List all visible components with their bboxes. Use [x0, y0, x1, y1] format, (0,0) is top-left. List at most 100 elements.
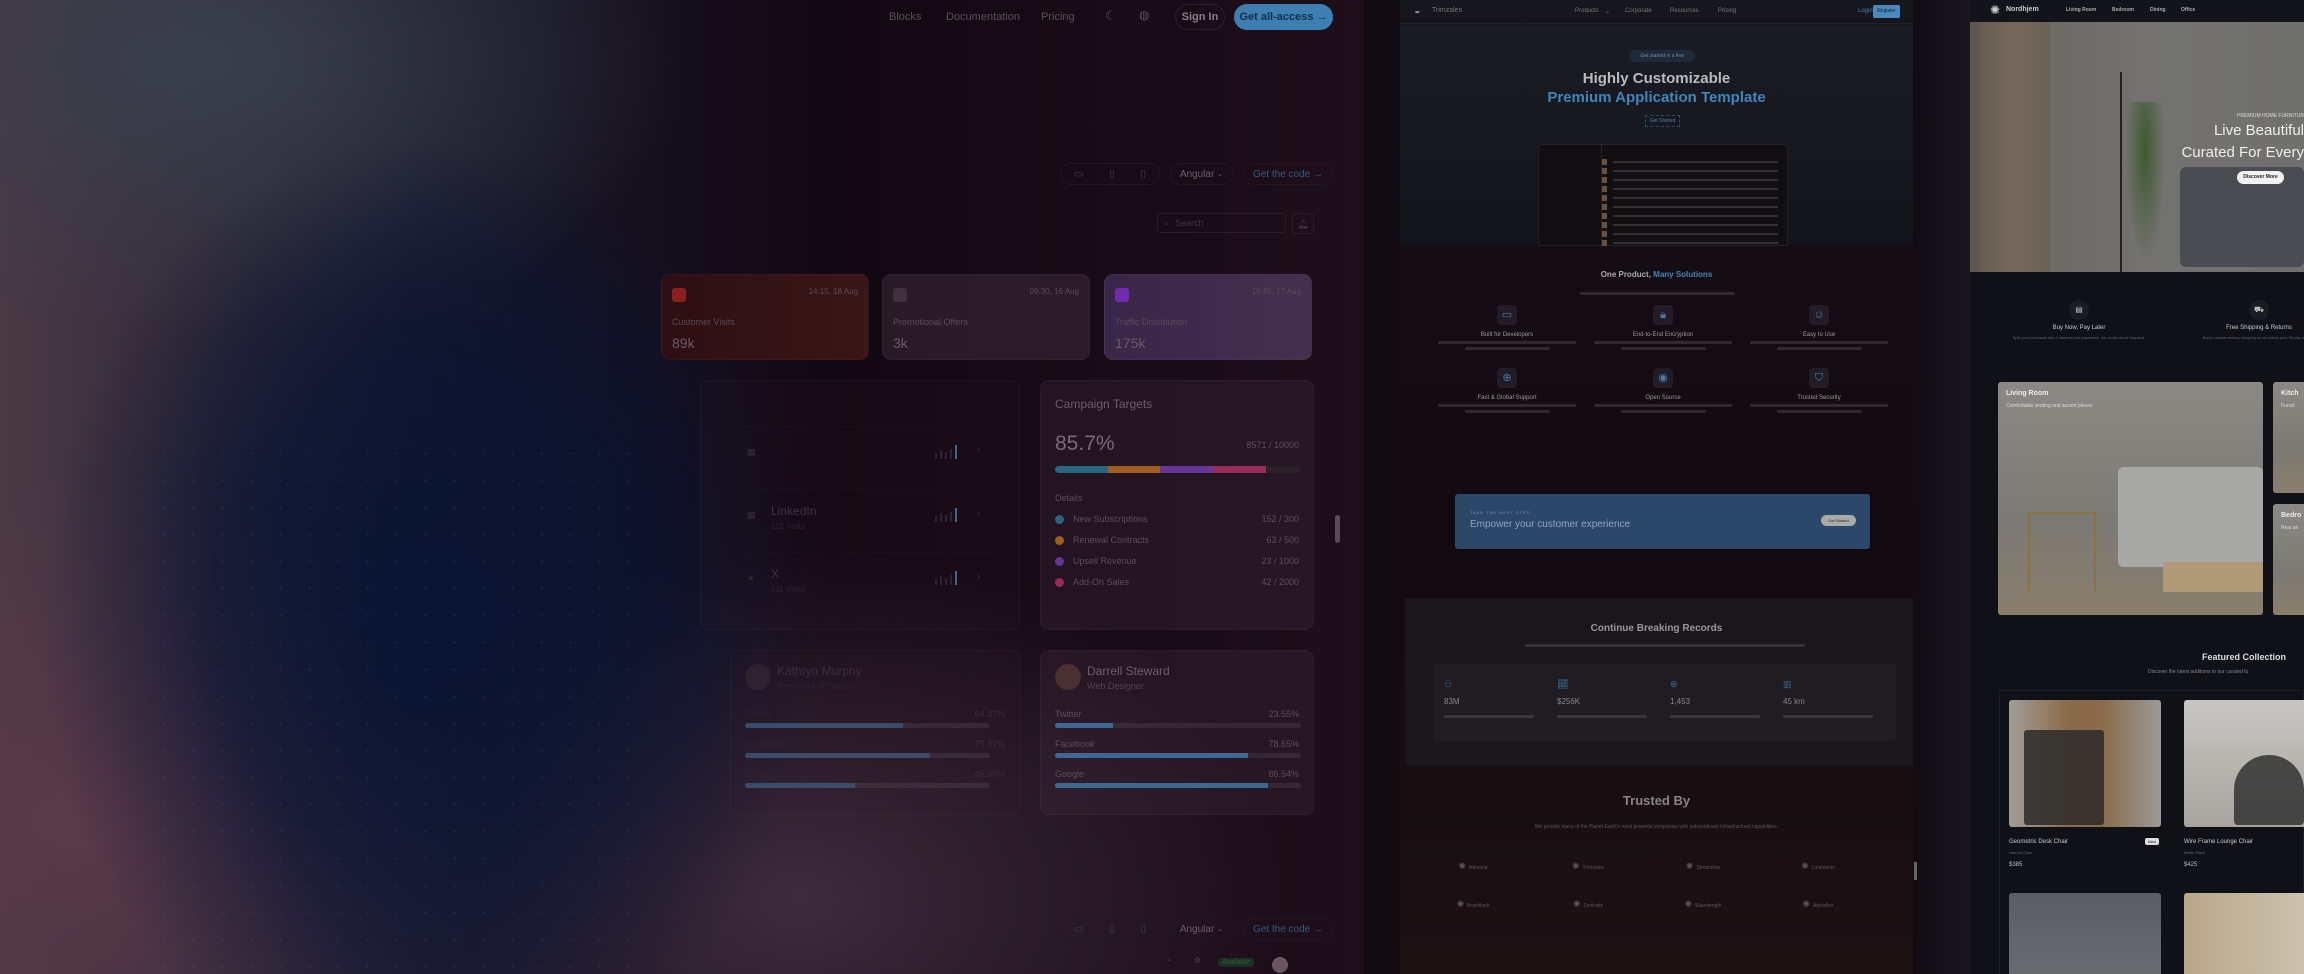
feature-title: End-to-End Encryption — [1632, 332, 1694, 338]
product-name[interactable]: Geometric Desk Chair — [2009, 839, 2069, 845]
discover-more-button[interactable]: Discover More — [2237, 171, 2284, 184]
hero-title-accent: Premium Application Template — [1547, 89, 1766, 106]
record-desc — [1783, 715, 1873, 718]
records-grid: ⚇ 83M 📈︎ $256K ⊕ 1,453 ▥ 45 km — [1433, 664, 1896, 741]
chevron-right-icon[interactable]: › — [977, 445, 981, 456]
category-card[interactable]: Kitch Functi — [2273, 382, 2304, 493]
notifications-button[interactable]: 🔔︎ — [1292, 213, 1314, 234]
channel-row[interactable]: ✕ X 511 Visits › — [741, 552, 996, 608]
screenshot-thumb — [1601, 213, 1607, 219]
chart-icon: 📈︎ — [1557, 679, 1569, 689]
mobile-icon[interactable]: ▯ — [1140, 923, 1147, 935]
framework-dropdown[interactable]: Angular ⌄ — [1170, 918, 1233, 940]
sparkline — [935, 571, 965, 585]
scrollbar-thumb[interactable] — [1914, 862, 1917, 880]
desktop-icon[interactable]: ▭ — [1073, 923, 1084, 935]
screenshot-thumb — [1601, 240, 1607, 246]
top-nav: ✺ Nordhjem Living Room Bedroom Dining Office — [1970, 0, 2304, 22]
channel-row[interactable]: ▦ LinkedIn 112 Visits › — [741, 489, 996, 545]
partner-logo: ✺ Zentratis — [1548, 899, 1628, 910]
stat-card[interactable]: 16:45, 17 Aug Traffic Distribution 175k — [1104, 274, 1312, 360]
product-image[interactable] — [2184, 700, 2304, 827]
nav-link[interactable]: Bedroom — [2112, 7, 2134, 13]
nav-link[interactable]: Dining — [2150, 7, 2166, 13]
avatar[interactable] — [1272, 957, 1288, 973]
screenshot-row — [1613, 179, 1778, 181]
legend-dot — [1055, 515, 1064, 524]
moon-icon[interactable]: ☾ — [1105, 8, 1117, 23]
login-link[interactable]: Login — [1858, 8, 1873, 14]
screenshot-thumb — [1601, 168, 1607, 174]
scrollbar-thumb[interactable] — [1335, 515, 1340, 543]
product-name[interactable]: Wire Frame Lounge Chair — [2184, 839, 2254, 845]
cta-button[interactable]: Get Started — [1821, 515, 1856, 526]
nav-link[interactable]: Corporate — [1625, 8, 1652, 14]
get-the-code-button[interactable]: Get the code → — [1243, 918, 1333, 940]
metric-label: Twitter — [1055, 709, 1082, 719]
stat-card[interactable]: 09:30, 16 Aug Promotional Offers 3k — [882, 274, 1090, 360]
metric-value: 86.54% — [1268, 769, 1299, 779]
feature-item: 🔒︎ End-to-End Encryption — [1588, 305, 1738, 353]
chevron-right-icon[interactable]: › — [977, 571, 981, 582]
product-image[interactable] — [2009, 700, 2161, 827]
nav-link[interactable]: Office — [2181, 7, 2196, 13]
sparkline-bar — [955, 508, 957, 522]
register-button[interactable]: Register — [1873, 5, 1900, 18]
chevron-right-icon[interactable]: › — [977, 508, 981, 519]
announcement-badge[interactable]: Get started in a few — [1629, 50, 1695, 62]
nav-link-blocks[interactable]: Blocks — [889, 11, 922, 23]
sign-in-button[interactable]: Sign In — [1175, 4, 1225, 30]
cta-eyebrow: TAKE THE NEXT STEP — [1470, 510, 1531, 515]
stat-value: 3k — [893, 335, 908, 351]
chevron-down-icon: ⌄ — [1217, 926, 1224, 933]
metric-progress-bar — [1055, 723, 1301, 728]
screenshot-thumb — [1601, 186, 1607, 192]
dashboard-preview-panel: Blocks Documentation Pricing ☾ ◍ Sign In Get a… — [661, 4, 1333, 973]
hero-line-2: Curated For Every — [2181, 144, 2304, 161]
stat-value: 89k — [672, 335, 695, 351]
nav-link[interactable]: Pricing — [1718, 8, 1737, 14]
status-badge: Available — [1218, 958, 1255, 967]
nav-link[interactable]: Living Room — [2066, 7, 2097, 13]
channel-icon: ▦ — [747, 510, 756, 520]
tablet-icon[interactable]: ▯ — [1109, 923, 1115, 935]
product-image[interactable] — [2009, 893, 2161, 974]
logo-mark-icon: ✺ — [1458, 861, 1466, 871]
channel-row[interactable]: ▦ › — [741, 426, 996, 482]
nav-link[interactable]: Products — [1575, 8, 1599, 14]
cta-title: Empower your customer experience — [1470, 519, 1631, 530]
desktop-icon[interactable]: ▭ — [1073, 168, 1084, 180]
nav-link-documentation[interactable]: Documentation — [946, 11, 1020, 23]
category-card[interactable]: Bedro Rest an — [2273, 504, 2304, 615]
sparkline-bar — [945, 515, 947, 522]
metric-progress-fill — [745, 753, 930, 758]
search-icon: ⌕ — [1164, 217, 1170, 228]
lock-icon: 🔒︎ — [1653, 305, 1673, 325]
get-the-code-button[interactable]: Get the code → — [1243, 163, 1333, 185]
stat-time: 16:45, 17 Aug — [1251, 287, 1301, 296]
legend-value: 23 / 1000 — [1261, 556, 1299, 566]
screenshot-thumb — [1601, 195, 1607, 201]
stat-card[interactable]: 14:15, 18 Aug Customer Visits 89k — [661, 274, 869, 360]
get-all-access-button[interactable]: Get all-access → — [1234, 4, 1333, 30]
bell-icon[interactable]: ◔ — [1166, 956, 1171, 965]
nav-link[interactable]: Resources — [1670, 8, 1699, 14]
category-card[interactable]: Living Room Comfortable seating and accen… — [1998, 382, 2263, 615]
tablet-icon[interactable]: ▯ — [1109, 168, 1115, 180]
palette-icon[interactable]: ◍ — [1139, 8, 1150, 22]
product-image[interactable] — [2184, 893, 2304, 974]
metric-progress-bar — [745, 723, 990, 728]
nav-link-pricing[interactable]: Pricing — [1041, 11, 1075, 23]
feature-title: Easy to Use — [1802, 332, 1836, 338]
channel-icon: ▦ — [747, 447, 756, 457]
mobile-icon[interactable]: ▯ — [1140, 168, 1147, 180]
framework-dropdown[interactable]: Angular ⌄ — [1170, 163, 1233, 185]
person-role: President of Sales — [777, 681, 851, 691]
search-input[interactable]: ⌕ Search — [1157, 213, 1286, 233]
legend-label: Add-On Sales — [1073, 577, 1130, 587]
metric-progress-fill — [745, 783, 856, 788]
feature-desc — [1464, 410, 1550, 413]
get-started-button[interactable]: Get Started — [1645, 115, 1680, 127]
settings-icon[interactable]: ⚙ — [1194, 956, 1202, 965]
legend-value: 42 / 2000 — [1261, 577, 1299, 587]
